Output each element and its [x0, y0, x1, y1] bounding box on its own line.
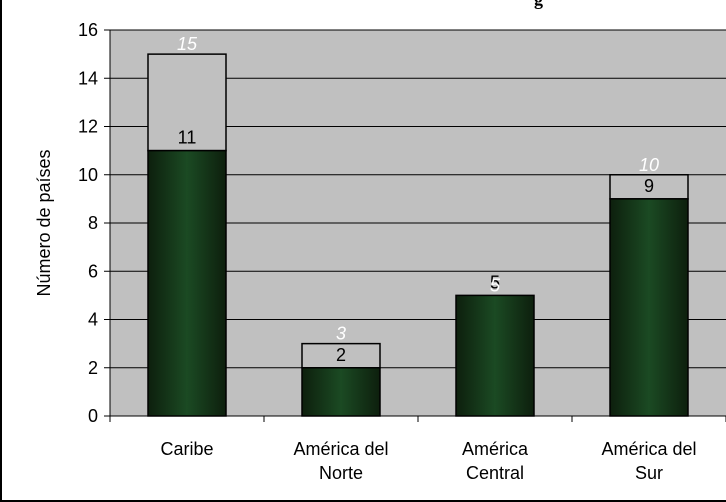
x-tick-label: Caribe [160, 439, 213, 459]
x-tick-labels: Caribe América del Norte América Central Amér… [160, 439, 696, 483]
y-tick-label: 2 [88, 358, 98, 378]
x-tick-label: América del [601, 439, 696, 459]
x-tick-label: Sur [635, 463, 663, 483]
y-axis-label: Número de países [34, 149, 54, 296]
x-tick-label: América del [293, 439, 388, 459]
bar-segment-upper [301, 342, 381, 369]
x-tick-label: Norte [319, 463, 363, 483]
bar-total-label: 10 [639, 155, 659, 175]
bar-segment-lower [609, 198, 689, 417]
axes [109, 30, 726, 422]
bar-segment-lower [301, 367, 381, 417]
bar-value-label: 9 [644, 176, 654, 196]
y-tick-label: 12 [78, 117, 98, 137]
y-tick-labels: 0 2 4 6 8 10 12 14 16 [78, 20, 98, 426]
x-tick-label: América [462, 439, 529, 459]
bar-total-label: 5 [490, 275, 501, 295]
bar-segment-lower [455, 294, 535, 417]
bar-value-label: 11 [178, 128, 197, 148]
bar-segment-lower [147, 149, 227, 417]
y-tick-label: 0 [88, 406, 98, 426]
y-tick-label: 4 [88, 310, 98, 330]
bar-value-label: 2 [336, 345, 346, 365]
bar-segment-upper [609, 174, 689, 200]
bars [147, 53, 689, 417]
bar-total-label: 3 [336, 324, 346, 344]
y-tick-label: 8 [88, 213, 98, 233]
bar-total-label: 15 [177, 34, 198, 54]
y-tick-label: 10 [78, 165, 98, 185]
bar-value-label: 5 [490, 272, 500, 292]
y-tick-label: 16 [78, 20, 98, 40]
y-tick-label: 6 [88, 261, 98, 281]
chart-title: g [534, 0, 726, 9]
x-tick-label: Central [466, 463, 524, 483]
y-tick-label: 14 [78, 68, 98, 88]
